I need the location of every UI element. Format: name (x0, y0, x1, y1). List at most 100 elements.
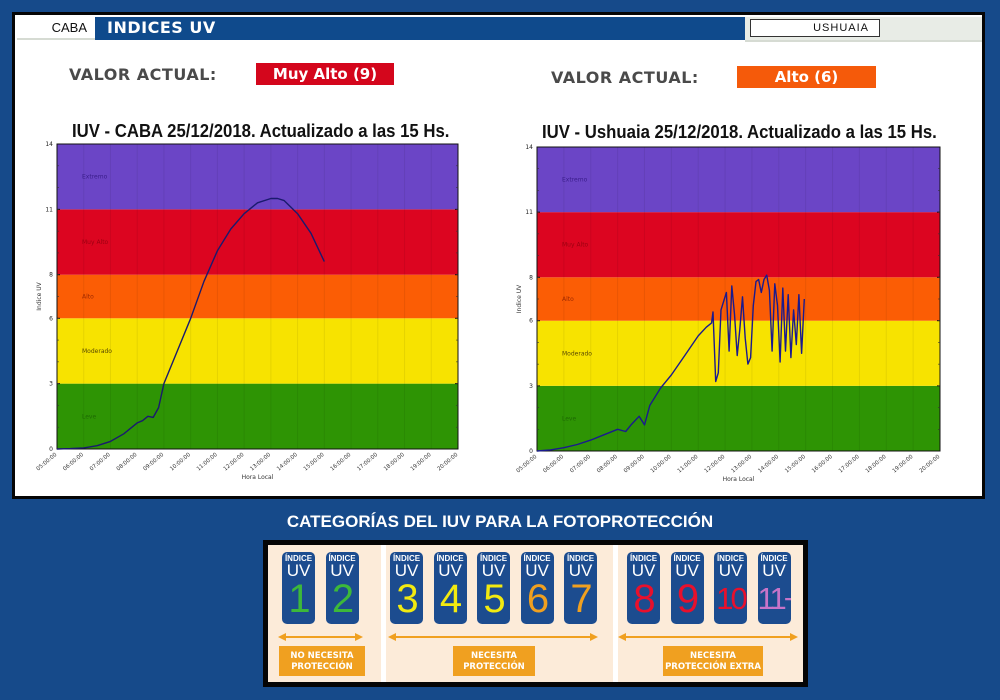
x-tick-label: 10:00:00 (650, 454, 673, 475)
x-tick-label: 15:00:00 (303, 452, 326, 473)
x-tick-label: 07:00:00 (569, 454, 592, 475)
uv-index-badge-9: ÍNDICE UV 9 (670, 552, 704, 624)
badge-number: 11+ (757, 581, 791, 616)
badge-uv-text: UV (631, 561, 656, 580)
badge-number: 8 (633, 577, 655, 621)
x-tick-label: 13:00:00 (249, 452, 272, 473)
badge-uv-text: UV (481, 561, 506, 580)
badge-number: 1 (288, 577, 310, 621)
band-alto (57, 274, 458, 319)
badge-uv-text: UV (762, 561, 786, 580)
uv-line (536, 274, 805, 452)
badge-number: 3 (396, 577, 418, 621)
band-label: Extremo (82, 174, 108, 181)
band-label: Moderado (562, 350, 592, 357)
y-axis-label: Indice UV (36, 281, 43, 310)
x-tick-label: 19:00:00 (892, 454, 915, 475)
band-label: Muy Alto (82, 239, 109, 246)
tab-ushuaia[interactable]: USHUAIA (750, 19, 880, 37)
caba-valor-badge: Muy Alto (9) (256, 63, 394, 85)
ushuaia-valor-label: VALOR ACTUAL: (551, 68, 699, 87)
band-leve (537, 385, 940, 451)
badge-uv-text: UV (286, 561, 311, 580)
x-tick-label: 13:00:00 (730, 454, 753, 475)
uv-index-badge-2: ÍNDICE UV 2 (325, 552, 359, 624)
badge-number: 9 (676, 577, 699, 621)
categories-inner: ÍNDICE UV 1 ÍNDICE UV 2 NO NECESITA PROTECCIÓN Í… (268, 545, 803, 682)
badge-indice-text: ÍNDICE (629, 554, 658, 563)
x-tick-label: 10:00:00 (169, 452, 192, 473)
uv-line (56, 197, 325, 450)
y-tick-label: 8 (529, 274, 533, 281)
ushuaia-chart-title: IUV - Ushuaia 25/12/2018. Actualizado a … (542, 122, 937, 142)
band-extremo (57, 144, 458, 210)
badge-indice-text: ÍNDICE (284, 554, 313, 563)
badge-uv-text: UV (525, 561, 549, 580)
badge-uv-text: UV (675, 561, 699, 580)
badge-number: 2 (331, 577, 354, 621)
x-tick-label: 14:00:00 (757, 454, 780, 475)
band-label: Alto (562, 296, 574, 303)
y-tick-label: 0 (529, 448, 533, 455)
caba-valor-label: VALOR ACTUAL: (69, 65, 217, 84)
category-protection-label: NECESITA PROTECCIÓN EXTRA (663, 646, 763, 676)
ushuaia-uv-chart: Leve Moderado Alto Muy Alto Extremo 0 3 6 8 11 14 0… (516, 144, 942, 483)
x-tick-label: 06:00:00 (62, 452, 85, 473)
x-tick-label: 12:00:00 (223, 452, 246, 473)
double-arrow-icon (618, 633, 798, 641)
band-label: Leve (562, 415, 576, 422)
x-tick-label: 07:00:00 (89, 452, 112, 473)
band-leve (57, 383, 458, 449)
uv-index-badge-10: ÍNDICE UV 10 (714, 552, 747, 624)
y-tick-label: 3 (49, 381, 53, 388)
badge-indice-text: ÍNDICE (673, 554, 701, 563)
x-tick-label: 12:00:00 (704, 454, 727, 475)
band-muy-alto (57, 209, 458, 275)
band-label: Leve (82, 413, 96, 420)
x-tick-label: 09:00:00 (623, 454, 646, 475)
band-label: Moderado (82, 348, 112, 355)
band-muy-alto (537, 212, 940, 278)
y-tick-label: 0 (49, 446, 53, 453)
badge-indice-text: ÍNDICE (716, 554, 745, 563)
caba-uv-chart: Leve Moderado Alto Muy Alto Extremo 0 3 6 8 11 14 0… (36, 141, 460, 481)
ushuaia-valor-badge: Alto (6) (737, 66, 876, 88)
y-tick-label: 14 (45, 141, 53, 148)
categories-title: CATEGORÍAS DEL IUV PARA LA FOTOPROTECCIÓ… (286, 512, 714, 531)
page-title: INDICES UV (95, 17, 745, 40)
badge-number: 10 (716, 581, 747, 616)
double-arrow-icon (388, 633, 598, 641)
x-tick-label: 05:00:00 (36, 452, 59, 473)
badge-indice-text: ÍNDICE (479, 554, 508, 563)
badge-number: 7 (570, 577, 592, 621)
band-label: Muy Alto (562, 242, 589, 249)
category-protection-label: NO NECESITA PROTECCIÓN (279, 646, 365, 676)
badge-number: 6 (526, 577, 549, 621)
uv-index-badge-8: ÍNDICE UV 8 (627, 552, 660, 624)
x-tick-label: 14:00:00 (276, 452, 299, 473)
y-tick-label: 11 (45, 206, 53, 213)
x-axis-label: Hora Local (242, 474, 274, 481)
uv-index-badge-4: ÍNDICE UV 4 (433, 552, 467, 624)
x-tick-label: 18:00:00 (865, 454, 888, 475)
x-tick-label: 19:00:00 (410, 452, 433, 473)
categories-panel: ÍNDICE UV 1 ÍNDICE UV 2 NO NECESITA PROTECCIÓN Í… (263, 540, 808, 687)
badge-uv-text: UV (394, 561, 419, 580)
band-extremo (537, 147, 940, 213)
uv-index-badge-1: ÍNDICE UV 1 (282, 552, 315, 624)
band-alto (537, 277, 940, 321)
category-divider (613, 545, 618, 682)
y-tick-label: 8 (49, 272, 53, 279)
badge-uv-text: UV (568, 561, 593, 580)
badge-indice-text: ÍNDICE (523, 554, 551, 563)
x-tick-label: 06:00:00 (542, 454, 565, 475)
x-tick-label: 08:00:00 (116, 452, 139, 473)
x-tick-label: 05:00:00 (516, 454, 539, 475)
band-label: Extremo (562, 177, 588, 184)
badge-uv-text: UV (438, 561, 462, 580)
badge-number: 4 (439, 577, 462, 621)
y-tick-label: 11 (525, 209, 533, 216)
x-tick-label: 16:00:00 (330, 452, 353, 473)
tab-caba[interactable]: CABA (17, 17, 95, 40)
band-label: Alto (82, 294, 94, 301)
